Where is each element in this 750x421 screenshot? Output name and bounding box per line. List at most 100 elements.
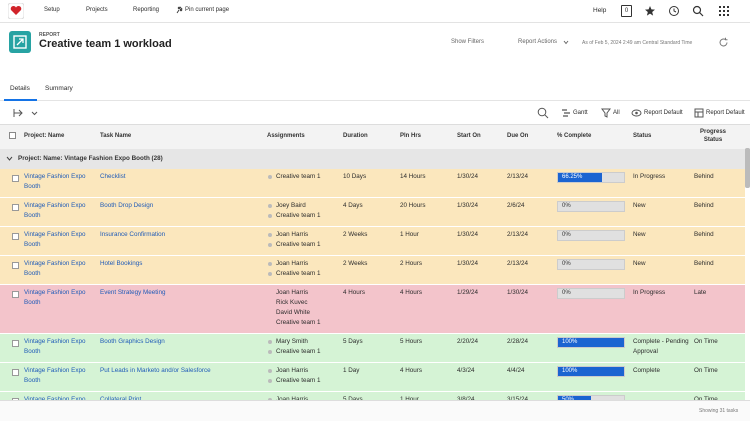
toolbar-button[interactable]: Report Default bbox=[706, 110, 745, 116]
task-link[interactable]: Booth Graphics Design bbox=[100, 338, 165, 345]
project-link[interactable]: Vintage Fashion Expo Booth bbox=[24, 396, 86, 400]
progress-fill bbox=[558, 367, 624, 376]
export-icon[interactable] bbox=[12, 107, 40, 119]
nav-item[interactable]: Projects bbox=[86, 7, 108, 13]
nav-item[interactable]: Pin current page bbox=[185, 7, 230, 13]
task-link[interactable]: Checklist bbox=[100, 173, 126, 180]
table-body: Vintage Fashion Expo Booth Checklist Creat… bbox=[0, 169, 745, 400]
toolbar-button[interactable]: Report Default bbox=[644, 110, 683, 116]
progress: Behind bbox=[694, 260, 714, 267]
user-icon bbox=[268, 214, 272, 218]
assignee: Creative team 1 bbox=[276, 173, 321, 180]
show-filters[interactable]: Show Filters bbox=[451, 39, 485, 45]
refresh-icon[interactable] bbox=[718, 37, 729, 48]
project-link[interactable]: Vintage Fashion Expo Booth bbox=[24, 231, 86, 248]
task-link[interactable]: Hotel Bookings bbox=[100, 260, 143, 267]
project-link[interactable]: Vintage Fashion Expo Booth bbox=[24, 260, 86, 277]
assignee: Joan Harris bbox=[276, 260, 309, 267]
assignee: Joan Harris bbox=[276, 289, 309, 296]
project-link[interactable]: Vintage Fashion Expo Booth bbox=[24, 289, 86, 306]
checkbox[interactable] bbox=[12, 291, 19, 298]
start: 1/30/24 bbox=[457, 231, 479, 238]
user-icon bbox=[268, 243, 272, 247]
due: 2/13/24 bbox=[507, 260, 529, 267]
checkbox[interactable] bbox=[9, 132, 16, 139]
duration: 4 Days bbox=[343, 202, 363, 209]
toolbar-button[interactable]: Gantt bbox=[573, 110, 588, 116]
task-link[interactable]: Booth Drop Design bbox=[100, 202, 154, 209]
nav-bar bbox=[0, 0, 750, 23]
progress-track: 66.25% bbox=[557, 172, 625, 183]
task-link[interactable]: Collateral Print bbox=[100, 396, 142, 400]
column-header[interactable]: Start On bbox=[457, 133, 481, 139]
column-header[interactable]: Task Name bbox=[100, 133, 132, 139]
nav-item[interactable]: Reporting bbox=[133, 7, 160, 13]
task-link[interactable]: Event Strategy Meeting bbox=[100, 289, 166, 296]
column-header[interactable]: % Complete bbox=[557, 133, 592, 139]
column-header[interactable]: Progress Status bbox=[699, 129, 726, 143]
search-icon[interactable] bbox=[692, 5, 704, 17]
checkbox[interactable] bbox=[12, 340, 19, 347]
assignee: Rick Kuvec bbox=[276, 299, 308, 306]
assignee: Creative team 1 bbox=[276, 319, 321, 326]
star-icon[interactable] bbox=[644, 5, 656, 17]
report-actions[interactable]: Report Actions bbox=[518, 39, 558, 45]
logo[interactable] bbox=[8, 3, 24, 19]
pin-icon bbox=[176, 6, 183, 14]
help-link[interactable]: Help bbox=[593, 7, 607, 14]
column-header[interactable]: Due On bbox=[507, 133, 529, 139]
duration: 2 Weeks bbox=[343, 231, 368, 238]
user-icon bbox=[268, 340, 272, 344]
progress-fill bbox=[558, 396, 591, 400]
assignee: Creative team 1 bbox=[276, 348, 321, 355]
progress-label: 50% bbox=[562, 397, 575, 400]
table-row: Vintage Fashion Expo Booth Checklist Creat… bbox=[0, 169, 745, 198]
chevron bbox=[563, 40, 569, 45]
view-icon bbox=[631, 109, 642, 117]
column-header[interactable]: Duration bbox=[343, 133, 368, 139]
tab[interactable]: Details bbox=[10, 85, 30, 92]
progress-label: 100% bbox=[562, 339, 578, 345]
project-link[interactable]: Vintage Fashion Expo Booth bbox=[24, 202, 86, 219]
column-header[interactable]: Assignments bbox=[267, 133, 305, 139]
collapse-icon[interactable] bbox=[6, 156, 13, 162]
gantt-icon bbox=[562, 109, 570, 117]
checkbox[interactable] bbox=[12, 233, 19, 240]
column-header[interactable]: Status bbox=[633, 133, 652, 139]
task-link[interactable]: Put Leads in Marketo and/or Salesforce bbox=[100, 367, 211, 374]
table-row: Vintage Fashion Expo Booth Hotel Bookings… bbox=[0, 256, 745, 285]
assignee: Creative team 1 bbox=[276, 241, 321, 248]
checkbox[interactable] bbox=[12, 262, 19, 269]
assignee: Creative team 1 bbox=[276, 212, 321, 219]
user-icon bbox=[268, 379, 272, 383]
checkbox[interactable] bbox=[12, 204, 19, 211]
duration: 5 Days bbox=[343, 338, 363, 345]
assignee: Joan Harris bbox=[276, 231, 309, 238]
start: 1/30/24 bbox=[457, 260, 479, 267]
assignee: Creative team 1 bbox=[276, 270, 321, 277]
project-link[interactable]: Vintage Fashion Expo Booth bbox=[24, 367, 86, 384]
tab[interactable]: Summary bbox=[45, 85, 73, 92]
column-header[interactable]: Pln Hrs bbox=[400, 133, 422, 139]
progress: On Time bbox=[694, 338, 718, 345]
badge[interactable]: 0 bbox=[621, 5, 632, 17]
progress: Behind bbox=[694, 202, 714, 209]
search-icon[interactable] bbox=[537, 107, 549, 119]
table-row: Vintage Fashion Expo Booth Booth Graphics… bbox=[0, 334, 745, 363]
column-header[interactable]: Project: Name bbox=[24, 133, 65, 139]
toolbar-button[interactable]: All bbox=[613, 110, 620, 116]
group-label: Project: Name: Vintage Fashion Expo Boot… bbox=[18, 155, 163, 162]
assignee: Joey Baird bbox=[276, 202, 306, 209]
checkbox[interactable] bbox=[12, 175, 19, 182]
progress-track: 0% bbox=[557, 259, 625, 270]
apps-icon[interactable] bbox=[718, 5, 730, 17]
checkbox[interactable] bbox=[12, 398, 19, 400]
nav-item[interactable]: Setup bbox=[44, 7, 60, 13]
project-link[interactable]: Vintage Fashion Expo Booth bbox=[24, 173, 86, 190]
checkbox[interactable] bbox=[12, 369, 19, 376]
assignee: Joan Harris bbox=[276, 367, 309, 374]
project-link[interactable]: Vintage Fashion Expo Booth bbox=[24, 338, 86, 355]
task-link[interactable]: Insurance Confirmation bbox=[100, 231, 166, 238]
history-icon[interactable] bbox=[668, 5, 680, 17]
due: 2/13/24 bbox=[507, 173, 529, 180]
